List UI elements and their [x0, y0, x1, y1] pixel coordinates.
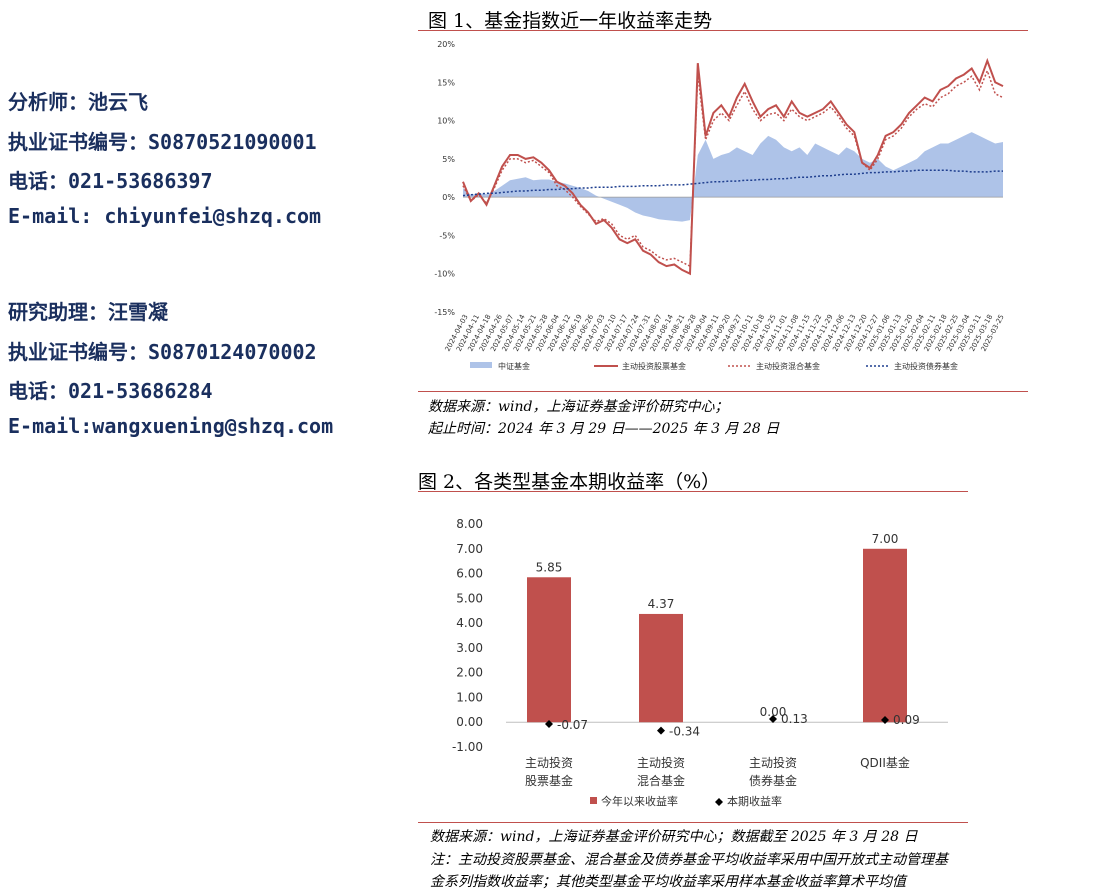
- x-category-label: 债券基金: [749, 773, 797, 788]
- bar-ytd-return: [527, 577, 571, 723]
- marker-period-return: [881, 715, 889, 724]
- analyst-phone: 电话：021-53686397: [8, 169, 213, 193]
- x-category-label: 主动投资: [749, 755, 797, 770]
- analyst-license: 执业证书编号：S0870521090001: [8, 130, 317, 154]
- assistant-name: 研究助理：汪雪凝: [8, 300, 168, 324]
- y-tick-label: 6.00: [456, 567, 483, 581]
- x-category-label: 主动投资: [525, 755, 573, 770]
- analyst-email: E-mail: chiyunfei@shzq.com: [8, 204, 322, 228]
- marker-data-label: -0.07: [557, 718, 588, 732]
- y-tick-label: 4.00: [456, 616, 483, 630]
- y-tick-label: -10%: [434, 270, 455, 279]
- y-tick-label: 2.00: [456, 666, 483, 680]
- legend-swatch-bar: [590, 797, 597, 804]
- figure2-bottom-rule: [418, 822, 968, 823]
- y-tick-label: 5.00: [456, 591, 483, 605]
- figure1-bottom-rule: [418, 391, 1028, 392]
- figure2-note-line-2: 金系列指数收益率；其他类型基金平均收益率采用样本基金收益率算术平均值: [430, 874, 906, 890]
- bar-data-label: 0.00: [760, 705, 787, 719]
- figure2-bar-chart: 8.00 7.00 6.00 5.00 4.00 3.00 2.00 1.00 0.00 -1.0…: [452, 517, 948, 808]
- legend-label: 今年以来收益率: [601, 794, 678, 808]
- y-tick-label: 5%: [442, 155, 455, 164]
- bar-ytd-return: [639, 613, 683, 723]
- bar-data-label: 7.00: [872, 532, 899, 546]
- y-tick-label: 3.00: [456, 641, 483, 655]
- x-category-label: 主动投资: [637, 755, 685, 770]
- bar-data-label: 5.85: [536, 560, 563, 574]
- marker-data-label: 0.13: [781, 712, 808, 726]
- marker-period-return: [769, 715, 777, 724]
- series-line-mixed: [462, 68, 1004, 268]
- y-tick-label: 0.00: [456, 715, 483, 729]
- y-tick-label: 8.00: [456, 517, 483, 531]
- assistant-email: E-mail:wangxuening@shzq.com: [8, 414, 334, 438]
- y-tick-label: 0%: [442, 193, 455, 202]
- assistant-license: 执业证书编号：S0870124070002: [8, 340, 317, 364]
- y-tick-label: 7.00: [456, 542, 483, 556]
- marker-period-return: [545, 719, 553, 728]
- y-tick-label: 10%: [437, 117, 455, 126]
- y-tick-label: 15%: [437, 78, 455, 87]
- assistant-phone: 电话：021-53686284: [8, 379, 213, 403]
- x-category-label: 股票基金: [525, 773, 573, 788]
- series-line-stock: [462, 57, 1004, 276]
- figure2-top-rule: [418, 491, 968, 492]
- figure1-line-chart: 20%15%10%5%0%-5%-10%-15%2024-04-032024-0…: [434, 40, 1005, 371]
- y-tick-label: -1.00: [452, 740, 483, 754]
- legend-label: 主动投资股票基金: [622, 361, 686, 371]
- legend-label: 主动投资债券基金: [894, 361, 958, 371]
- legend-label: 主动投资混合基金: [756, 361, 820, 371]
- legend-label: 本期收益率: [727, 794, 782, 808]
- figure2-source-line-1: 数据来源：wind，上海证券基金评价研究中心；数据截至 2025 年 3 月 2…: [430, 829, 918, 845]
- bar-data-label: 4.37: [648, 597, 675, 611]
- figure1-source-line-1: 数据来源：wind，上海证券基金评价研究中心；: [428, 399, 729, 415]
- analyst-name: 分析师：池云飞: [8, 90, 148, 114]
- legend-label: 中证基金: [498, 361, 530, 371]
- marker-data-label: -0.34: [669, 725, 700, 739]
- bar-ytd-return: [863, 548, 907, 723]
- y-tick-label: 20%: [437, 40, 455, 49]
- legend-swatch: [470, 362, 492, 368]
- x-category-label: 混合基金: [637, 773, 685, 788]
- series-area-zhongzheng: [463, 132, 1003, 222]
- y-tick-label: -15%: [434, 308, 455, 317]
- figure2-note-line-1: 注：主动投资股票基金、混合基金及债券基金平均收益率采用中国开放式主动管理基: [430, 852, 948, 868]
- legend-swatch-marker: [715, 798, 723, 806]
- marker-period-return: [657, 726, 665, 735]
- figure2-title: 图 2、各类型基金本期收益率（%）: [418, 471, 721, 493]
- figure1-source-line-2: 起止时间：2024 年 3 月 29 日——2025 年 3 月 28 日: [428, 421, 780, 437]
- figure1-top-rule: [418, 30, 1028, 31]
- figure1-title: 图 1、基金指数近一年收益率走势: [428, 10, 713, 32]
- y-tick-label: -5%: [439, 231, 455, 240]
- marker-data-label: 0.09: [893, 713, 920, 727]
- x-category-label: QDII基金: [860, 755, 910, 770]
- y-tick-label: 1.00: [456, 690, 483, 704]
